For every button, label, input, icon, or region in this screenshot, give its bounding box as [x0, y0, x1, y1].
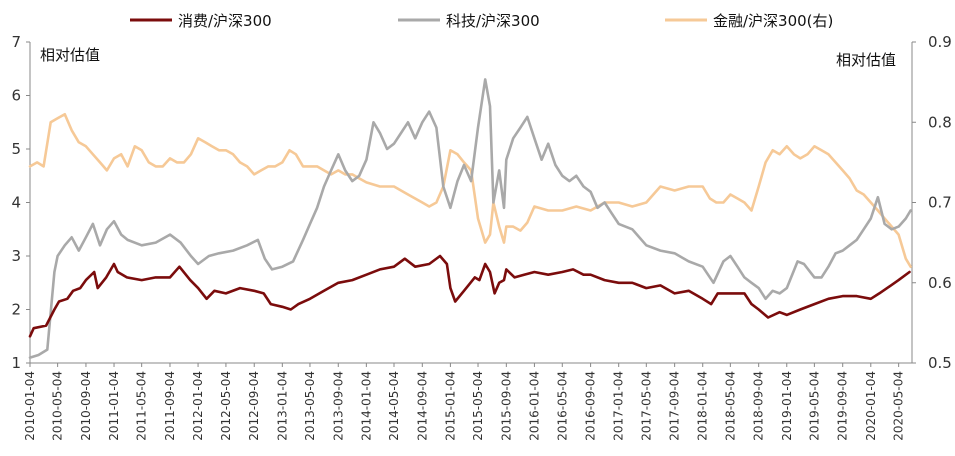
right-tick-label: 0.8	[928, 113, 952, 131]
x-tick-label: 2012-09-04	[247, 371, 261, 441]
x-tick-label: 2011-01-04	[107, 371, 121, 441]
x-tick-label: 2020-05-04	[892, 371, 906, 441]
left-tick-label: 5	[11, 140, 21, 158]
x-tick-label: 2017-01-04	[612, 371, 626, 441]
legend-label-1: 科技/沪深300	[446, 12, 540, 30]
x-tick-label: 2014-05-04	[387, 371, 401, 441]
left-y-axis-label: 相对估值	[40, 46, 100, 64]
x-tick-label: 2013-09-04	[331, 371, 345, 441]
x-tick-label: 2015-05-04	[471, 371, 485, 441]
x-axis: 2010-01-04 2010-05-04 2010-09-04 2011-01-04…	[23, 362, 912, 441]
left-tick-label: 1	[11, 354, 21, 372]
left-tick-label: 7	[11, 33, 21, 51]
x-tick-label: 2019-01-04	[780, 371, 794, 441]
left-tick-label: 3	[11, 247, 21, 265]
x-tick-label: 2010-01-04	[23, 371, 37, 441]
right-tick-label: 0.6	[928, 274, 952, 292]
series-line-0	[28, 254, 911, 338]
x-tick-label: 2018-01-04	[696, 371, 710, 441]
legend-label-0: 消费/沪深300	[178, 12, 272, 30]
x-tick-label: 2011-09-04	[163, 371, 177, 441]
series-line-2	[28, 112, 912, 268]
left-tick-label: 4	[11, 194, 21, 212]
x-tick-label: 2016-09-04	[584, 371, 598, 441]
x-tick-label: 2017-09-04	[668, 371, 682, 441]
x-tick-label: 2020-01-04	[864, 371, 878, 441]
x-tick-label: 2019-05-04	[807, 371, 821, 441]
x-tick-label: 2014-01-04	[359, 371, 373, 441]
legend: 消费/沪深300 科技/沪深300 金融/沪深300(右)	[130, 12, 833, 30]
x-tick-label: 2015-09-04	[499, 371, 513, 441]
series-line-1	[28, 78, 912, 359]
right-tick-label: 0.7	[928, 194, 952, 212]
legend-label-2: 金融/沪深300(右)	[713, 12, 833, 30]
x-tick-label: 2011-05-04	[135, 371, 149, 441]
x-tick-label: 2010-09-04	[79, 371, 93, 441]
series-layer	[28, 78, 912, 359]
right-y-axis-label: 相对估值	[836, 51, 896, 69]
x-tick-label: 2012-05-04	[219, 371, 233, 441]
right-tick-label: 0.9	[928, 33, 952, 51]
x-tick-label: 2016-05-04	[555, 371, 569, 441]
left-tick-label: 6	[11, 87, 21, 105]
left-tick-label: 2	[11, 301, 21, 319]
right-tick-label: 0.5	[928, 354, 952, 372]
x-tick-label: 2019-09-04	[836, 371, 850, 441]
x-tick-label: 2016-01-04	[527, 371, 541, 441]
x-tick-label: 2014-09-04	[415, 371, 429, 441]
x-tick-label: 2015-01-04	[443, 371, 457, 441]
x-tick-label: 2018-05-04	[723, 371, 737, 441]
x-tick-label: 2012-01-04	[191, 371, 205, 441]
x-tick-label: 2017-05-04	[639, 371, 653, 441]
right-y-axis: 0.5 0.6 0.7 0.8 0.9	[911, 33, 952, 372]
left-y-axis: 1 2 3 4 5 6 7	[11, 33, 31, 372]
x-tick-label: 2010-05-04	[51, 371, 65, 441]
x-tick-label: 2013-05-04	[303, 371, 317, 441]
x-tick-label: 2013-01-04	[275, 371, 289, 441]
x-tick-label: 2018-09-04	[752, 371, 766, 441]
